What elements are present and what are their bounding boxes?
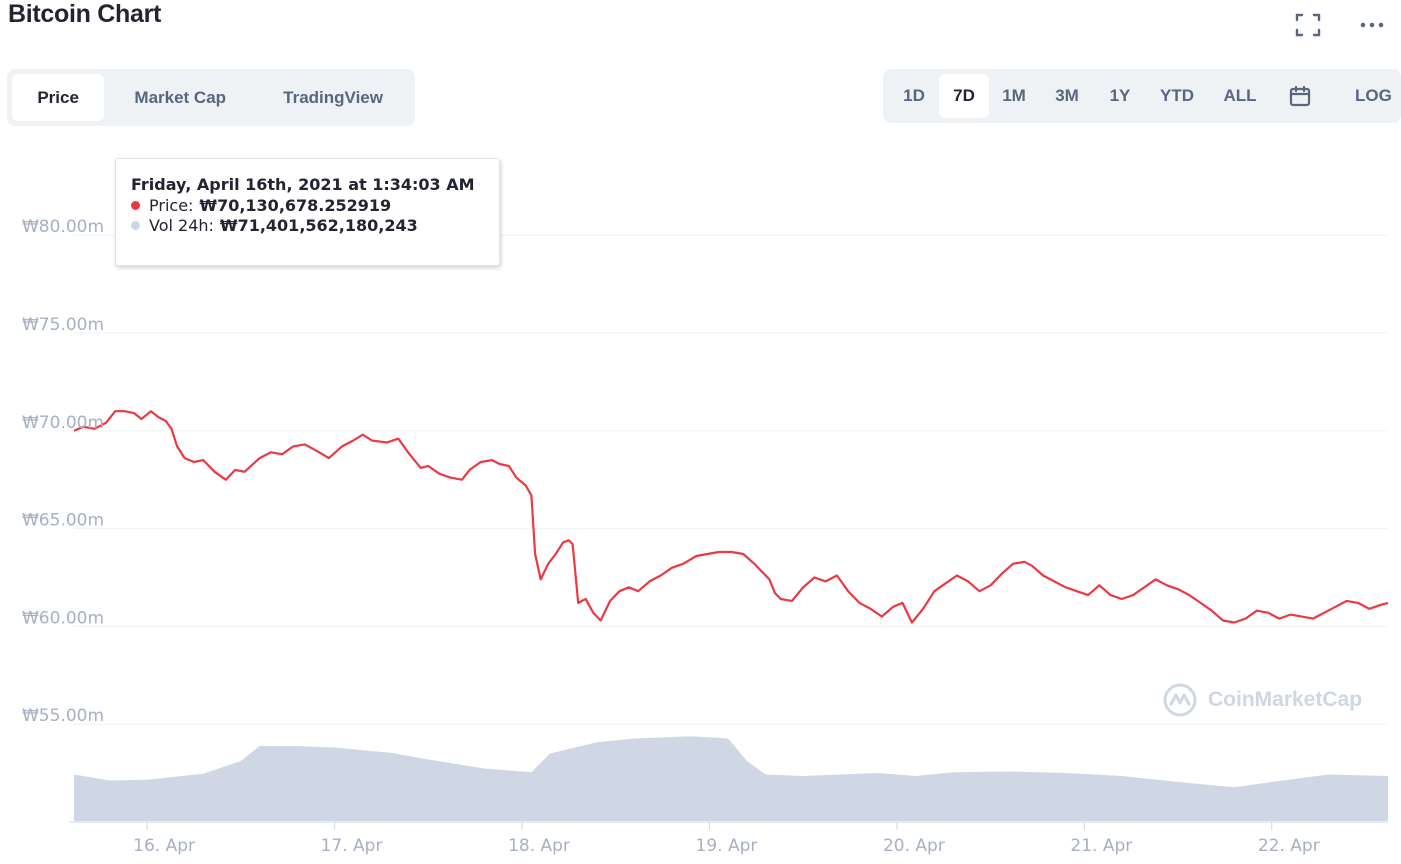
x-tick-label: 20. Apr (883, 836, 945, 856)
log-scale-toggle[interactable]: LOG (1355, 86, 1392, 105)
range-1m[interactable]: 1M (1002, 86, 1026, 105)
price-line (73, 410, 1389, 624)
tab-price[interactable]: Price (12, 74, 105, 121)
y-tick-label: ₩75.00m (22, 315, 104, 335)
tooltip-price-row: Price: ₩70,130,678.252919 (131, 196, 499, 215)
y-tick-label: ₩80.00m (22, 217, 104, 237)
tab-tradingview[interactable]: TradingView (283, 87, 383, 107)
y-tick-label: ₩60.00m (22, 608, 104, 628)
y-tick-label: ₩55.00m (22, 706, 104, 726)
x-tick-label: 19. Apr (696, 836, 758, 856)
chart-axes: ₩55.00m ₩60.00m ₩65.00m ₩70.00m ₩75.00m ₩80.0… (22, 217, 1388, 856)
more-icon[interactable] (1357, 10, 1387, 40)
y-tick-label: ₩70.00m (22, 413, 104, 433)
time-range-selector: 1D 7D 1M 3M 1Y YTD ALL LOG (883, 69, 1401, 123)
x-tick-label: 18. Apr (508, 836, 570, 856)
tooltip-price-label: Price: (149, 196, 194, 215)
range-1y[interactable]: 1Y (1109, 86, 1131, 105)
chart-type-tabs: Price Market Cap TradingView (7, 69, 415, 126)
chart-tooltip: Friday, April 16th, 2021 at 1:34:03 AM P… (115, 158, 500, 266)
chart-grid (74, 234, 1388, 725)
range-3m[interactable]: 3M (1055, 86, 1079, 105)
fullscreen-icon[interactable] (1293, 10, 1323, 40)
volume-area (74, 736, 1388, 821)
range-7d[interactable]: 7D (939, 74, 989, 118)
tooltip-volume-label: Vol 24h: (149, 216, 214, 235)
price-dot-icon (131, 201, 140, 210)
tooltip-title: Friday, April 16th, 2021 at 1:34:03 AM (131, 175, 475, 194)
range-ytd[interactable]: YTD (1160, 86, 1194, 105)
x-tick-label: 17. Apr (321, 836, 383, 856)
page-title: Bitcoin Chart (8, 0, 162, 28)
volume-dot-icon (131, 221, 140, 230)
tab-market-cap[interactable]: Market Cap (134, 87, 227, 107)
x-tick-label: 22. Apr (1258, 836, 1320, 856)
coinmarketcap-logo-icon (1163, 683, 1197, 717)
tooltip-price-value: ₩70,130,678.252919 (199, 196, 392, 215)
volume-series (74, 736, 1388, 821)
x-tick-label: 21. Apr (1070, 836, 1132, 856)
calendar-icon[interactable] (1271, 74, 1329, 118)
watermark-text: CoinMarketCap (1208, 688, 1363, 711)
tooltip-volume-value: ₩71,401,562,180,243 (219, 216, 418, 235)
range-all[interactable]: ALL (1223, 86, 1257, 105)
tooltip-volume-row: Vol 24h: ₩71,401,562,180,243 (131, 216, 499, 235)
y-tick-label: ₩65.00m (22, 511, 104, 531)
range-1d[interactable]: 1D (903, 86, 925, 105)
price-series (73, 410, 1389, 624)
coinmarketcap-watermark: CoinMarketCap (1162, 682, 1362, 718)
x-tick-label: 16. Apr (133, 836, 195, 856)
chart-toolbar-icons (1293, 10, 1387, 40)
